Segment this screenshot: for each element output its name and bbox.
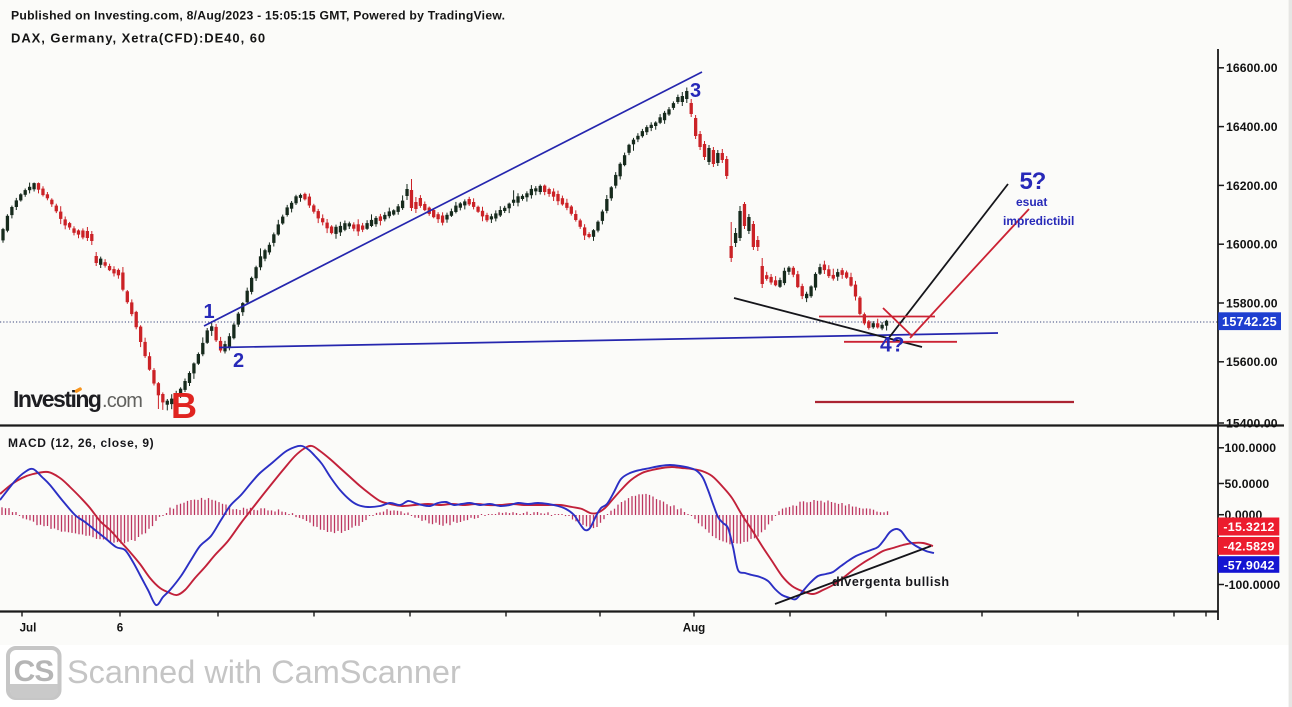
svg-text:2: 2 xyxy=(233,350,244,372)
svg-text:-100.0000: -100.0000 xyxy=(1225,578,1281,592)
svg-text:divergenta bullish: divergenta bullish xyxy=(832,575,950,589)
svg-text:Investing: Investing xyxy=(13,386,101,412)
svg-text:esuat: esuat xyxy=(1016,195,1047,209)
svg-text:Aug: Aug xyxy=(683,622,706,635)
svg-text:MACD (12, 26, close, 9): MACD (12, 26, close, 9) xyxy=(8,436,154,450)
svg-text:Scanned with CamScanner: Scanned with CamScanner xyxy=(67,654,461,690)
svg-text:15400.00: 15400.00 xyxy=(1226,416,1278,430)
svg-text:15600.00: 15600.00 xyxy=(1226,355,1278,369)
svg-text:50.0000: 50.0000 xyxy=(1225,477,1270,491)
svg-text:16600.00: 16600.00 xyxy=(1226,61,1278,75)
svg-text:3: 3 xyxy=(690,80,701,102)
svg-text:4?: 4? xyxy=(880,334,905,357)
svg-text:15800.00: 15800.00 xyxy=(1226,296,1278,310)
svg-text:Jul: Jul xyxy=(20,622,37,635)
svg-text:5?: 5? xyxy=(1020,168,1046,195)
svg-text:16400.00: 16400.00 xyxy=(1226,120,1278,134)
svg-text:CS: CS xyxy=(14,655,54,688)
svg-text:16000.00: 16000.00 xyxy=(1226,238,1278,252)
svg-text:B: B xyxy=(171,385,197,426)
svg-text:impredictibil: impredictibil xyxy=(1003,214,1074,228)
svg-text:DAX, Germany, Xetra(CFD):DE40,: DAX, Germany, Xetra(CFD):DE40, 60 xyxy=(11,31,266,46)
svg-text:15742.25: 15742.25 xyxy=(1222,315,1277,329)
svg-text:16200.00: 16200.00 xyxy=(1226,179,1278,193)
svg-text:.com: .com xyxy=(102,390,142,412)
svg-text:1: 1 xyxy=(204,301,215,323)
svg-text:-57.9042: -57.9042 xyxy=(1223,558,1274,572)
svg-text:-15.3212: -15.3212 xyxy=(1223,520,1274,534)
svg-text:6: 6 xyxy=(117,622,124,635)
svg-text:-42.5829: -42.5829 xyxy=(1223,540,1274,554)
svg-text:100.0000: 100.0000 xyxy=(1225,441,1277,455)
svg-text:Published on Investing.com, 8/: Published on Investing.com, 8/Aug/2023 -… xyxy=(11,9,505,23)
